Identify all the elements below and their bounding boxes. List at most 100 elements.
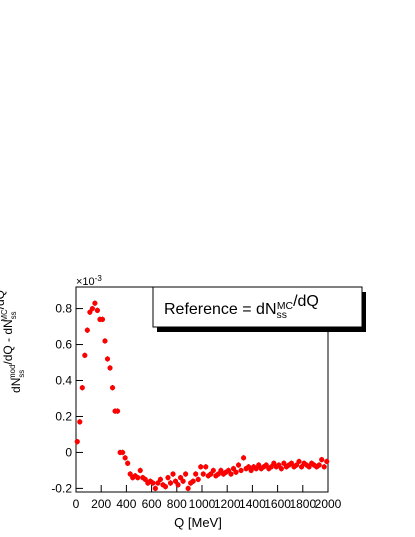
data-point — [281, 460, 287, 466]
data-point — [198, 464, 204, 470]
data-point — [210, 467, 216, 474]
data-point — [183, 471, 189, 477]
data-point — [319, 457, 325, 463]
data-point — [296, 458, 302, 465]
data-point — [321, 464, 327, 470]
data-point — [162, 484, 169, 490]
x-tick-label: 400 — [116, 497, 136, 511]
data-point — [190, 478, 196, 484]
data-point — [324, 458, 330, 465]
x-tick-label: 600 — [142, 497, 162, 511]
y-label-subscript: ss — [9, 311, 18, 319]
y-tick-label: 0.8 — [55, 302, 72, 316]
data-point — [203, 464, 209, 470]
data-point — [215, 471, 221, 477]
data-point — [177, 475, 184, 481]
data-point — [77, 419, 83, 425]
data-point — [256, 462, 262, 468]
data-point — [233, 469, 239, 475]
data-point — [82, 352, 88, 358]
data-point — [180, 478, 186, 484]
data-point — [125, 460, 131, 466]
data-point — [225, 467, 232, 474]
data-point — [240, 455, 247, 461]
x-tick-label: 800 — [167, 497, 187, 511]
data-point — [175, 482, 181, 488]
data-point — [167, 480, 174, 486]
data-point — [150, 480, 156, 486]
data-point — [193, 471, 199, 477]
data-point — [235, 462, 242, 468]
data-point — [276, 462, 282, 468]
x-axis-label: Q [MeV] — [174, 515, 222, 530]
y-label-superscript: MC — [0, 309, 9, 321]
x-tick-label: 0 — [73, 497, 80, 511]
data-point — [268, 464, 274, 470]
data-point — [172, 478, 179, 484]
data-point — [122, 455, 128, 461]
data-point — [89, 305, 95, 312]
data-point — [230, 466, 237, 472]
data-point — [298, 464, 305, 470]
data-point — [288, 460, 295, 466]
y-axis-label: dNssmod/dQ - dNssMC/dQ — [0, 290, 26, 393]
y-multiplier: ×10-3 — [76, 274, 102, 288]
data-point — [114, 408, 121, 414]
data-point — [185, 485, 191, 492]
x-tick-label: 1000 — [189, 497, 216, 511]
data-point — [127, 471, 133, 477]
legend-text: Reference = dNssMC/dQ — [164, 293, 319, 321]
data-point — [109, 385, 116, 391]
x-tick-label: 200 — [91, 497, 111, 511]
y-tick-label: 0.4 — [55, 374, 72, 388]
legend-box — [152, 286, 363, 328]
legend-text: Reference = dN — [164, 301, 277, 318]
x-tick-label: 1600 — [264, 497, 291, 511]
y-label-superscript: mod — [8, 365, 17, 380]
data-point — [107, 365, 113, 371]
data-point — [248, 467, 254, 474]
data-point — [74, 439, 80, 445]
data-point — [263, 462, 269, 468]
y-label-text: /dQ — [0, 290, 7, 309]
data-point — [102, 338, 108, 344]
data-point — [218, 467, 224, 474]
data-point — [99, 316, 106, 322]
multiplier-exponent: -3 — [95, 274, 103, 283]
x-tick-label: 2000 — [315, 497, 342, 511]
data-point — [246, 464, 252, 470]
y-label-text: dN — [9, 378, 23, 393]
data-point — [170, 471, 176, 477]
legend-text: /dQ — [293, 293, 319, 310]
data-point — [79, 385, 85, 391]
y-label-text: /dQ - dN — [1, 319, 15, 364]
legend-superscript: MC — [277, 301, 294, 312]
data-point — [316, 462, 322, 468]
legend-subscript: ss — [277, 310, 287, 321]
data-point — [155, 480, 161, 486]
x-tick-label: 1200 — [214, 497, 241, 511]
data-point — [228, 471, 234, 477]
data-point — [92, 300, 98, 306]
data-point — [253, 466, 259, 472]
data-point — [94, 307, 101, 313]
data-point — [293, 462, 300, 468]
data-point — [271, 460, 277, 466]
data-point — [84, 327, 90, 333]
x-tick-label: 1800 — [289, 497, 316, 511]
data-point — [104, 356, 111, 362]
data-point — [278, 466, 284, 472]
data-point — [165, 475, 171, 481]
data-point — [195, 476, 201, 483]
multiplier-base: ×10 — [76, 276, 95, 288]
y-tick-label: -0.2 — [51, 481, 72, 495]
data-point — [306, 464, 312, 470]
y-tick-label: 0.2 — [55, 409, 72, 423]
data-point — [208, 471, 214, 477]
data-point — [157, 476, 164, 483]
data-point — [120, 449, 126, 456]
data-point — [135, 475, 141, 481]
y-tick-label: 0.6 — [55, 338, 72, 352]
data-point — [142, 476, 148, 483]
